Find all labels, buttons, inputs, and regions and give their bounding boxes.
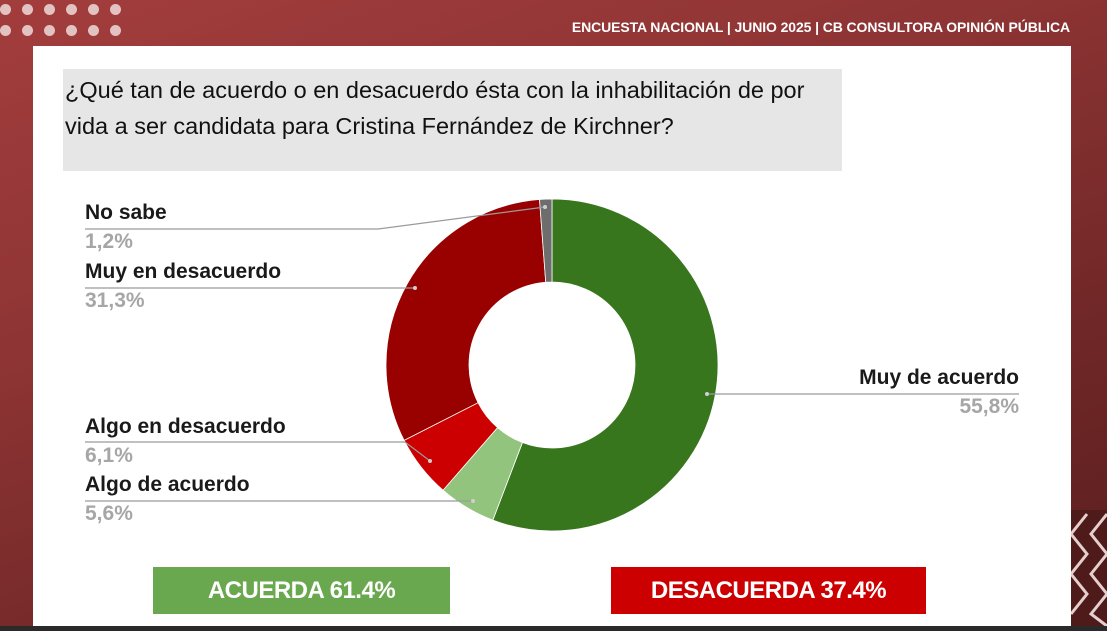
label-value: 1,2%: [85, 230, 133, 253]
leader-lines: [85, 206, 1019, 502]
desacuerda-summary-box: DESACUERDA 37.4%: [611, 567, 926, 614]
label-value: 31,3%: [85, 289, 145, 312]
label-algo-de-acuerdo: Algo de acuerdo 5,6%: [85, 471, 250, 529]
donut-slices: [385, 198, 719, 532]
label-algo-en-desacuerdo: Algo en desacuerdo 6,1%: [85, 413, 286, 471]
question-title: ¿Qué tan de acuerdo o en desacuerdo ésta…: [63, 69, 842, 171]
leader-dots: [413, 205, 709, 503]
label-name: No sabe: [85, 201, 167, 224]
acuerda-summary-box: ACUERDA 61.4%: [153, 567, 450, 614]
label-name: Muy de acuerdo: [859, 366, 1019, 389]
donut-chart: [85, 198, 1019, 532]
slice-no-sabe: [539, 198, 553, 283]
slice-muy-de-acuerdo: [492, 198, 719, 532]
chart-card: ¿Qué tan de acuerdo o en desacuerdo ésta…: [33, 46, 1071, 631]
zigzag-decoration: [1069, 510, 1107, 628]
label-muy-de-acuerdo: Muy de acuerdo 55,8%: [859, 364, 1019, 422]
decorative-dots: [0, 4, 121, 46]
label-name: Muy en desacuerdo: [85, 260, 282, 283]
label-value: 55,8%: [959, 395, 1019, 418]
label-name: Algo de acuerdo: [85, 473, 250, 496]
label-value: 5,6%: [85, 502, 133, 525]
label-no-sabe: No sabe 1,2%: [85, 199, 167, 257]
label-muy-en-desacuerdo: Muy en desacuerdo 31,3%: [85, 258, 281, 316]
label-name: Algo en desacuerdo: [85, 415, 286, 438]
label-value: 6,1%: [85, 444, 133, 467]
slice-muy-en-desacuerdo: [385, 199, 547, 441]
bottom-bar: [0, 626, 1107, 631]
header-title: ENCUESTA NACIONAL | JUNIO 2025 | CB CONS…: [571, 19, 1070, 35]
